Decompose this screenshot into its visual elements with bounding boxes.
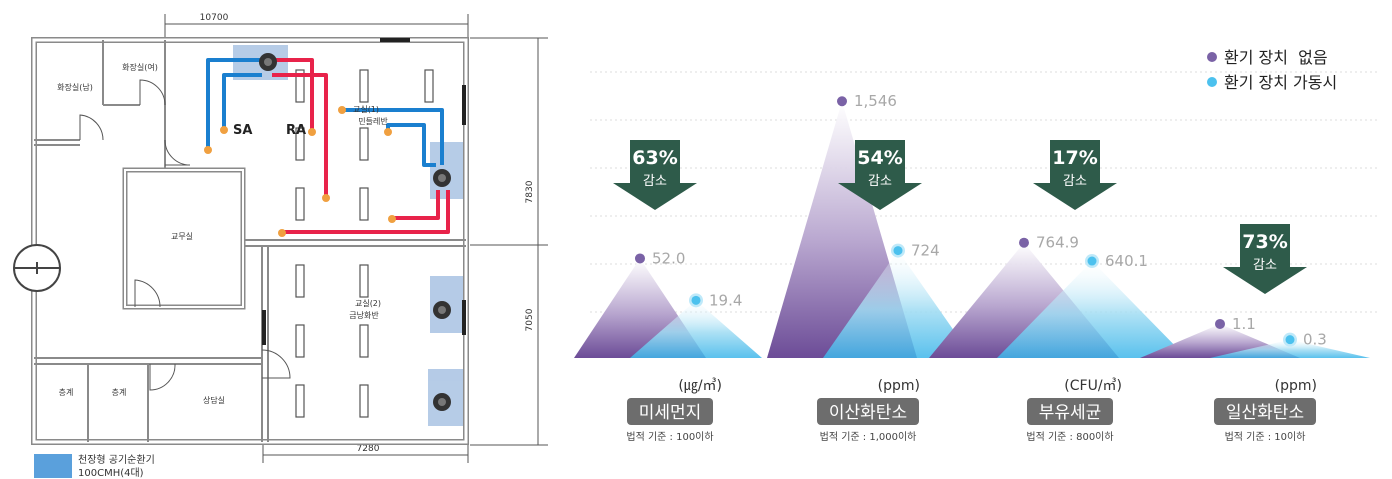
unit-label: (ppm) bbox=[1275, 378, 1317, 394]
category-box bbox=[817, 398, 919, 425]
point-without bbox=[635, 253, 645, 264]
reduction-label: 감소 bbox=[1253, 258, 1277, 273]
value-label-without: 1.1 bbox=[1232, 315, 1256, 333]
mountain-with bbox=[997, 261, 1187, 358]
room-label-stairs-2: 층계 bbox=[112, 387, 127, 397]
reduction-percent: 54% bbox=[857, 147, 902, 169]
floor-plan: 10700 7830 7050 7280 bbox=[13, 13, 548, 479]
category-label: 일산화탄소 bbox=[1226, 403, 1304, 423]
standard-label: 법적 기준 : 1,000이하 bbox=[820, 430, 917, 443]
desks-classroom-2 bbox=[295, 264, 369, 418]
supply-ducts bbox=[206, 58, 444, 167]
mountain-with bbox=[1210, 339, 1370, 358]
value-label-without: 1,546 bbox=[854, 92, 897, 110]
unit-label: (CFU/㎥) bbox=[1064, 378, 1122, 394]
standard-label: 법적 기준 : 10이하 bbox=[1225, 430, 1306, 443]
unit-label: (㎍/㎥) bbox=[678, 378, 722, 394]
standard-label: 법적 기준 : 100이하 bbox=[626, 430, 713, 443]
reduction-arrow bbox=[1223, 224, 1307, 294]
category-box bbox=[1214, 398, 1316, 425]
category-label: 부유세균 bbox=[1039, 403, 1102, 423]
dimension-top-label: 10700 bbox=[200, 13, 229, 23]
dimension-bottom bbox=[262, 445, 469, 463]
dimension-right-upper-label: 7830 bbox=[525, 180, 535, 203]
windows bbox=[262, 38, 466, 345]
point-with bbox=[691, 295, 701, 305]
point-without bbox=[1215, 318, 1225, 329]
inner-walls bbox=[34, 40, 466, 442]
duct-terminals bbox=[204, 106, 396, 237]
point-without bbox=[837, 96, 847, 107]
room-label-staff-room: 교무실 bbox=[171, 231, 193, 241]
air-quality-chart: 환기 장치 없음 환기 장치 가동시 52.0 19.4 63% 감소 (㎍/㎥) 미세먼… bbox=[574, 48, 1380, 443]
room-label-classroom-1: 교실(1) bbox=[353, 104, 379, 114]
legend-marker-with bbox=[1207, 77, 1217, 87]
point-without bbox=[1019, 237, 1029, 248]
return-ducts bbox=[272, 58, 450, 234]
dimension-bottom-label: 7280 bbox=[357, 444, 380, 454]
room-label-restroom-male: 화장실(남) bbox=[57, 82, 93, 92]
standard-label: 법적 기준 : 800이하 bbox=[1026, 430, 1113, 443]
duct-label-return: RA bbox=[286, 123, 306, 138]
reduction-percent: 17% bbox=[1052, 147, 1097, 169]
legend-label-line2: 100CMH(4대) bbox=[78, 467, 144, 479]
value-label-with: 0.3 bbox=[1303, 331, 1327, 349]
door-arcs bbox=[79, 79, 291, 391]
room-label-classroom-2: 교실(2) bbox=[355, 298, 381, 308]
dimension-right bbox=[470, 37, 548, 446]
chart-legend: 환기 장치 없음 환기 장치 가동시 bbox=[1207, 48, 1337, 92]
point-with bbox=[1087, 256, 1097, 266]
value-label-with: 640.1 bbox=[1105, 252, 1148, 270]
legend-label-with: 환기 장치 가동시 bbox=[1224, 73, 1337, 92]
reduction-arrow bbox=[838, 140, 922, 210]
room-label-classroom-1-sub: 민들레반 bbox=[358, 116, 388, 126]
mountain-with bbox=[823, 250, 973, 358]
category-box bbox=[627, 398, 713, 425]
room-label-stairs-1: 층계 bbox=[59, 387, 74, 397]
dimension-top bbox=[164, 14, 469, 40]
category-box bbox=[1027, 398, 1113, 425]
legend-marker-without bbox=[1207, 52, 1217, 62]
desks-classroom-1 bbox=[295, 69, 434, 221]
reduction-arrow bbox=[1033, 140, 1117, 210]
value-label-with: 19.4 bbox=[709, 291, 742, 309]
reduction-label: 감소 bbox=[868, 174, 892, 189]
entrance-door bbox=[13, 244, 61, 292]
reduction-label: 감소 bbox=[1063, 174, 1087, 189]
room-label-classroom-2-sub: 금낭화반 bbox=[349, 310, 379, 320]
value-label-without: 52.0 bbox=[652, 249, 685, 267]
legend-swatch-ventilator bbox=[34, 454, 72, 478]
category-label: 미세먼지 bbox=[639, 403, 702, 423]
point-with bbox=[1285, 335, 1295, 345]
room-label-counseling: 상담실 bbox=[203, 395, 225, 405]
value-label-with: 724 bbox=[911, 242, 940, 260]
ventilation-fan-icons bbox=[259, 53, 451, 411]
legend-label-without: 환기 장치 없음 bbox=[1224, 48, 1328, 67]
mountain-with bbox=[630, 300, 762, 358]
duct-label-supply: SA bbox=[233, 123, 252, 138]
dimension-right-lower-label: 7050 bbox=[525, 308, 535, 331]
unit-label: (ppm) bbox=[878, 378, 920, 394]
reduction-arrow bbox=[613, 140, 697, 210]
room-label-restroom-female: 화장실(여) bbox=[122, 62, 158, 72]
category-label: 이산화탄소 bbox=[829, 403, 907, 423]
point-with bbox=[893, 246, 903, 256]
ventilation-unit-zones bbox=[233, 45, 463, 426]
reduction-label: 감소 bbox=[643, 174, 667, 189]
value-label-without: 764.9 bbox=[1036, 234, 1079, 252]
reduction-percent: 73% bbox=[1242, 231, 1287, 253]
legend-label-line1: 천장형 공기순환기 bbox=[78, 454, 155, 466]
reduction-percent: 63% bbox=[632, 147, 677, 169]
